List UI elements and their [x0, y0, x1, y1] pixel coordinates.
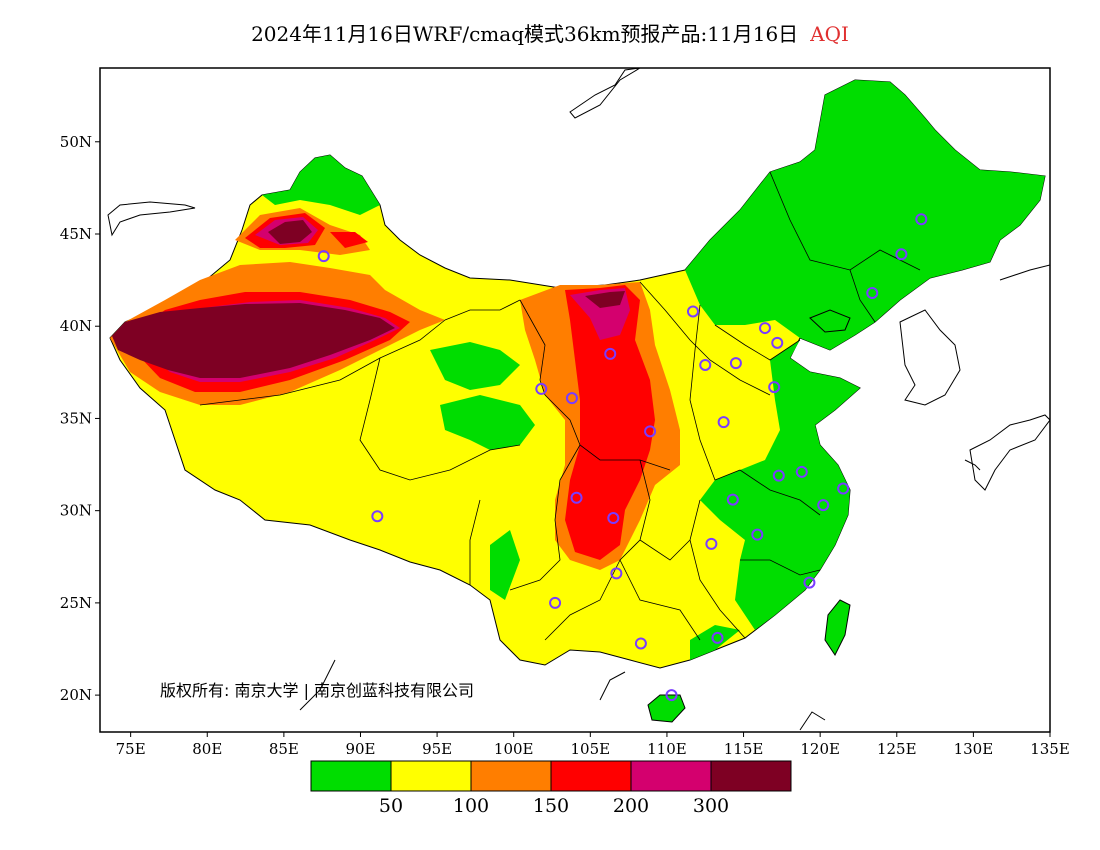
legend-swatch [471, 761, 551, 791]
lon-tick-label: 125E [877, 740, 917, 758]
lon-tick-label: 95E [422, 740, 452, 758]
legend-label: 200 [613, 795, 649, 817]
lon-tick-label: 80E [192, 740, 222, 758]
lat-tick-label: 35N [60, 409, 92, 427]
legend-swatch [631, 761, 711, 791]
copyright-text: 版权所有: 南京大学 | 南京创蓝科技有限公司 [160, 681, 474, 700]
lon-tick-label: 130E [954, 740, 994, 758]
legend-swatch [711, 761, 791, 791]
legend-swatch [391, 761, 471, 791]
lat-tick-label: 45N [60, 225, 92, 243]
lon-tick-label: 75E [116, 740, 146, 758]
lon-tick-label: 110E [647, 740, 687, 758]
legend-label: 150 [533, 795, 569, 817]
lon-tick-label: 90E [345, 740, 375, 758]
lat-tick-label: 50N [60, 133, 92, 151]
legend-swatch [551, 761, 631, 791]
aqi-region-green-northeast [685, 80, 1045, 350]
lat-tick-label: 20N [60, 686, 92, 704]
lon-tick-label: 120E [800, 740, 840, 758]
lat-tick-label: 30N [60, 502, 92, 520]
hainan-island [648, 695, 685, 722]
map-layers [108, 68, 1050, 730]
legend-label: 300 [693, 795, 729, 817]
lon-tick-label: 105E [571, 740, 611, 758]
legend-swatch [311, 761, 391, 791]
lon-tick-label: 85E [269, 740, 299, 758]
aqi-legend: 50 100 150 200 300 [311, 761, 791, 817]
taiwan-island [825, 600, 850, 655]
legend-label: 100 [453, 795, 489, 817]
legend-label: 50 [379, 795, 403, 817]
lat-tick-label: 25N [60, 594, 92, 612]
lon-tick-label: 100E [494, 740, 534, 758]
lon-tick-label: 135E [1030, 740, 1070, 758]
lon-tick-label: 115E [724, 740, 764, 758]
longitude-axis: 75E 80E 85E 90E 95E 100E 105E 110E 115E 120E 125E 1… [116, 732, 1070, 758]
lat-tick-label: 40N [60, 317, 92, 335]
latitude-axis: 50N 45N 40N 35N 30N 25N 20N [60, 133, 100, 704]
